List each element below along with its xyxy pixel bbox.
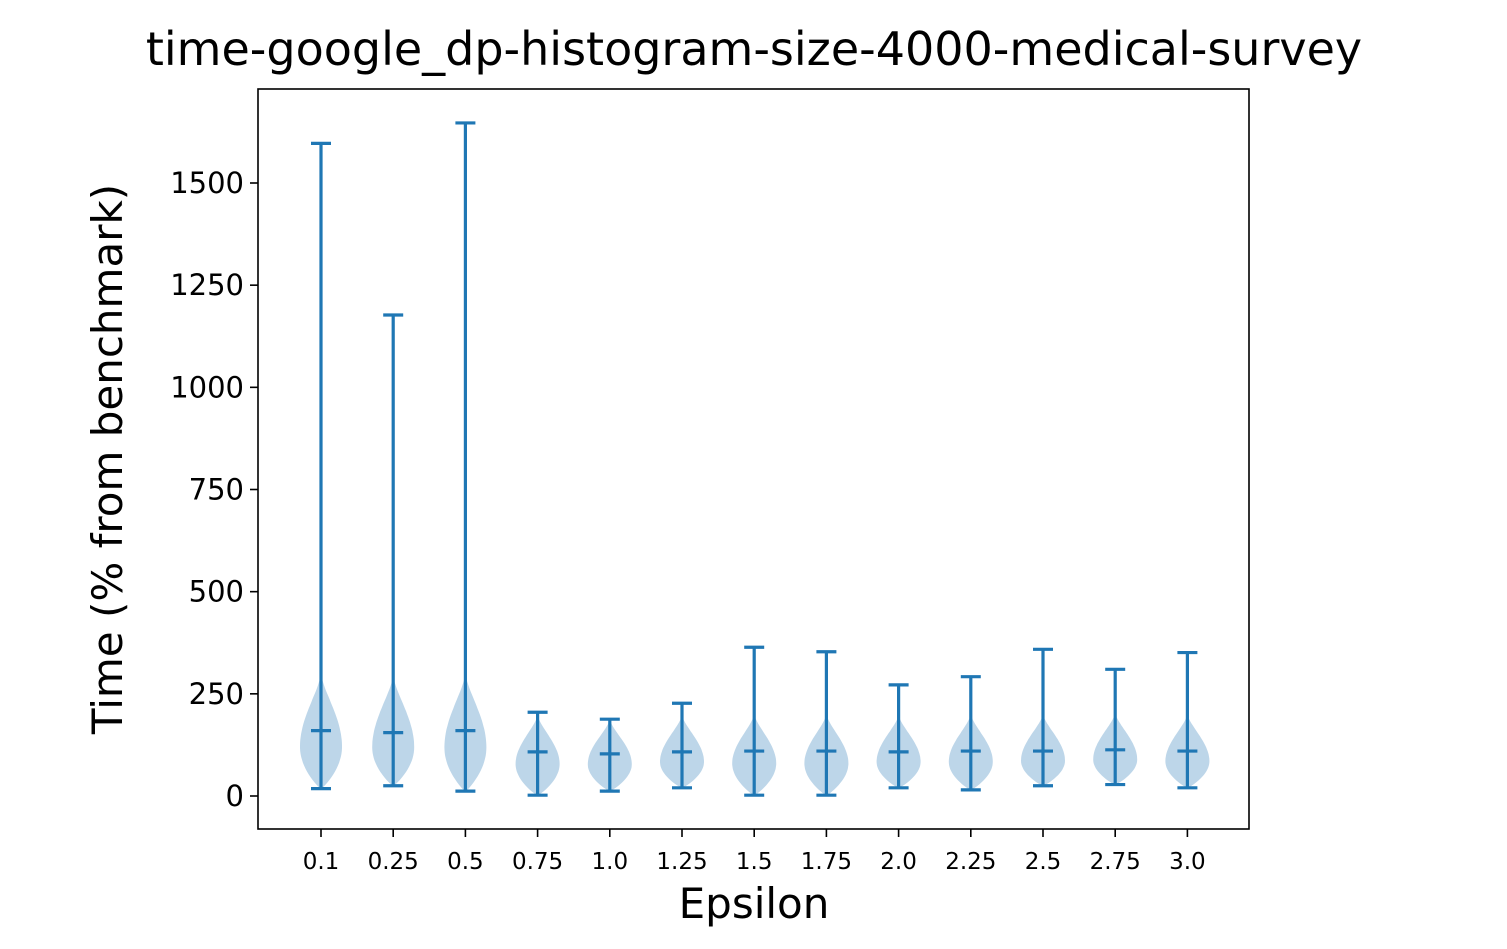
x-tick-label: 0.75 [512, 849, 563, 875]
violin [948, 675, 993, 792]
y-tick-label: 500 [189, 575, 244, 609]
y-tick-label: 250 [189, 677, 244, 711]
violin [1093, 667, 1138, 787]
violin [732, 645, 777, 797]
violin [300, 141, 342, 791]
x-tick-label: 1.25 [656, 849, 707, 875]
violin [1165, 650, 1210, 790]
x-tick-label: 2.25 [945, 849, 996, 875]
violin [444, 121, 487, 793]
x-tick-label: 1.75 [801, 849, 852, 875]
violin [587, 717, 632, 793]
violin [372, 313, 415, 788]
violin [876, 683, 921, 790]
x-axis-label: Epsilon [679, 879, 830, 928]
violin [1021, 647, 1065, 788]
y-tick-label: 750 [189, 473, 244, 507]
tick-group: 0 250 500 750 1000 1250 1500 0.1 0.25 0.5 0.75 1.0 1… [170, 166, 1206, 875]
plot-frame [257, 88, 1250, 830]
y-tick-label: 0 [226, 779, 244, 813]
violin [515, 710, 560, 797]
x-tick-label: 2.5 [1025, 849, 1062, 875]
violin [660, 701, 704, 790]
x-tick-label: 0.25 [368, 849, 419, 875]
x-tick-label: 0.5 [447, 849, 484, 875]
x-tick-label: 2.75 [1090, 849, 1141, 875]
violin-group [300, 121, 1210, 797]
x-tick-label: 1.5 [736, 849, 773, 875]
x-tick-label: 3.0 [1169, 849, 1206, 875]
y-tick-label: 1000 [170, 370, 244, 404]
violin [804, 650, 849, 797]
x-tick-label: 1.0 [592, 849, 629, 875]
x-tick-label: 2.0 [880, 849, 917, 875]
chart-title: time-google_dp-histogram-size-4000-medic… [146, 22, 1362, 76]
y-tick-label: 1250 [170, 268, 244, 302]
y-tick-label: 1500 [170, 166, 244, 200]
y-axis-label: Time (% from benchmark) [83, 184, 132, 735]
x-tick-label: 0.1 [303, 849, 340, 875]
